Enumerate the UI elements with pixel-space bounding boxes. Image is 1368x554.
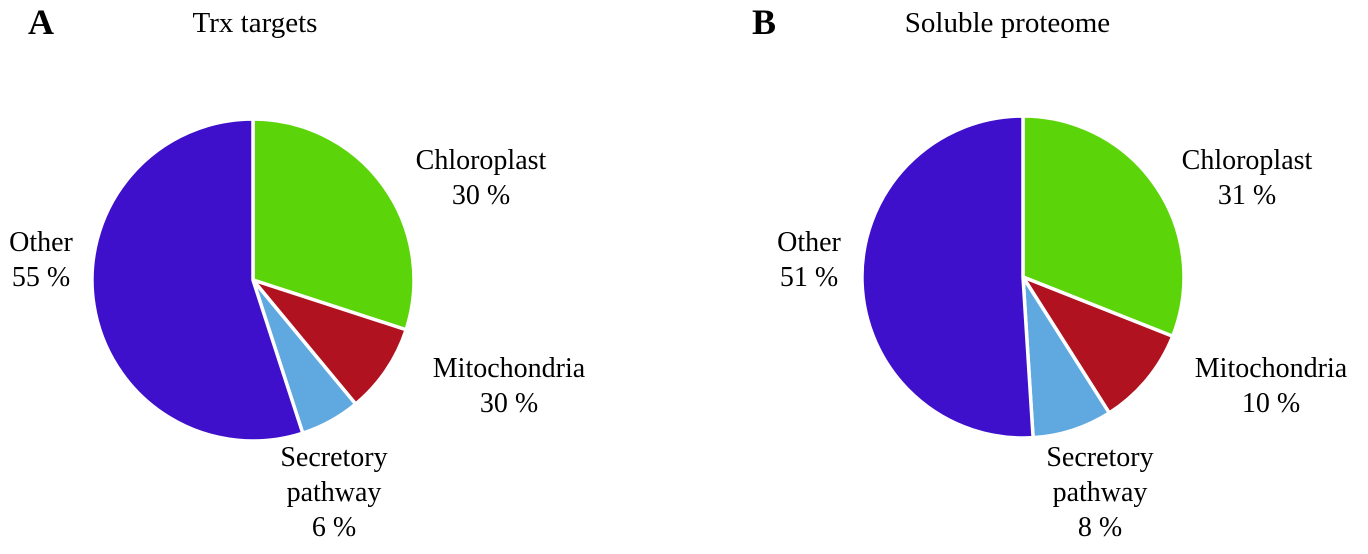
label-a-chloroplast: Chloroplast 30 % — [381, 143, 581, 213]
label-b-other-name: Other — [777, 227, 841, 258]
label-a-other: Other 55 % — [0, 225, 82, 295]
pie-a-slice-chloroplast — [251, 117, 416, 332]
panel-a-letter: A — [28, 2, 54, 42]
pie-b-slice-mitochondria — [1021, 275, 1175, 415]
label-b-chloroplast-name: Chloroplast — [1181, 145, 1313, 176]
label-a-other-name: Other — [9, 227, 73, 258]
label-a-secretory-line2: pathway — [286, 477, 382, 508]
label-a-secretory-value: 6 % — [311, 512, 357, 543]
pie-a-slice-other — [90, 117, 305, 443]
label-a-chloroplast-value: 30 % — [451, 180, 511, 211]
label-a-secretory-pathway: Secretory pathway 6 % — [234, 440, 434, 545]
label-b-secretory-value: 8 % — [1077, 512, 1123, 543]
label-b-secretory-pathway: Secretory pathway 8 % — [1000, 440, 1200, 545]
label-a-mitochondria-name: Mitochondria — [432, 353, 586, 384]
label-a-secretory-line1: Secretory — [280, 442, 388, 473]
label-a-other-value: 55 % — [11, 262, 71, 293]
label-a-chloroplast-name: Chloroplast — [415, 145, 547, 176]
label-a-mitochondria-value: 30 % — [479, 388, 539, 419]
pie-b-slice-other — [860, 114, 1035, 440]
pie-b-slice-chloroplast — [1021, 114, 1186, 339]
label-b-other: Other 51 % — [724, 225, 894, 295]
panel-b-letter: B — [752, 2, 777, 42]
label-b-secretory-line2: pathway — [1052, 477, 1148, 508]
label-b-mitochondria: Mitochondria 10 % — [1166, 351, 1368, 421]
label-b-mitochondria-name: Mitochondria — [1194, 353, 1348, 384]
panel-a-title: Trx targets — [192, 7, 318, 39]
label-a-mitochondria: Mitochondria 30 % — [404, 351, 614, 421]
label-b-mitochondria-value: 10 % — [1241, 388, 1301, 419]
pie-chart-soluble-proteome — [860, 114, 1186, 440]
pie-a-slice-mitochondria — [251, 278, 408, 406]
label-b-secretory-line1: Secretory — [1046, 442, 1154, 473]
pie-chart-trx-targets — [90, 117, 416, 443]
label-b-chloroplast-value: 31 % — [1217, 180, 1277, 211]
label-b-other-value: 51 % — [779, 262, 839, 293]
panel-b-title: Soluble proteome — [904, 7, 1111, 39]
label-b-chloroplast: Chloroplast 31 % — [1147, 143, 1347, 213]
